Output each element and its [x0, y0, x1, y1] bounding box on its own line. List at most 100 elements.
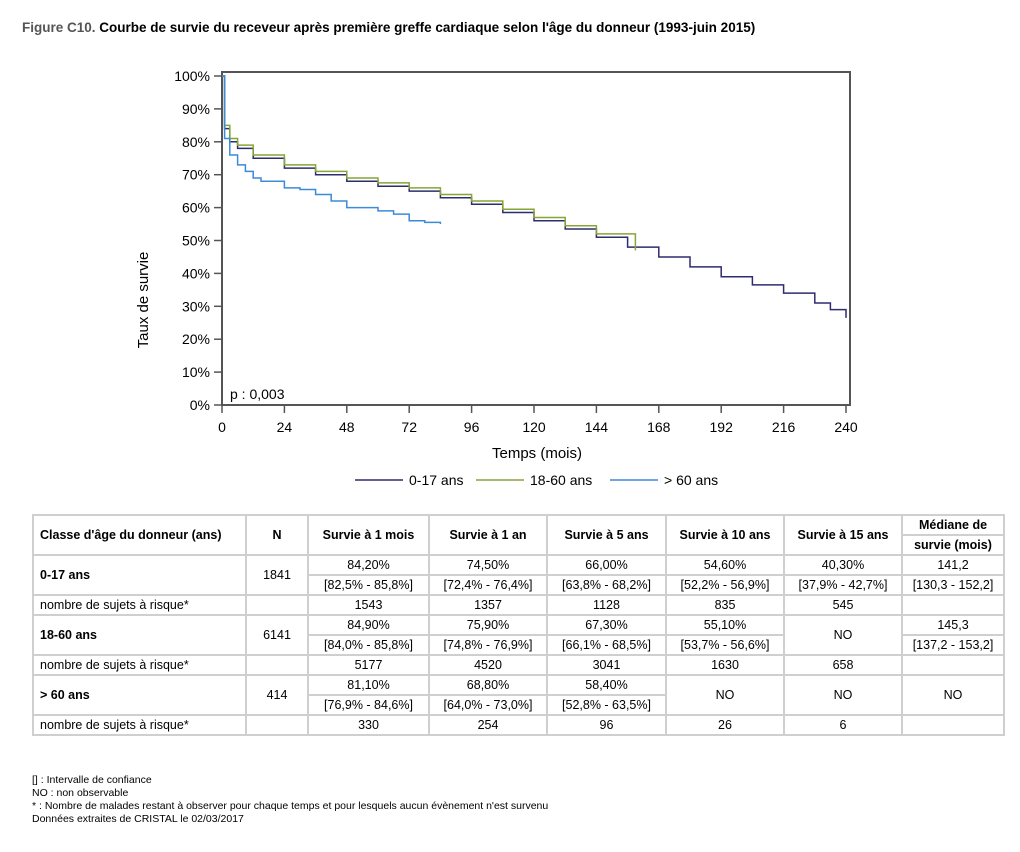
header-cell: Survie à 1 an: [428, 514, 548, 556]
header-cell: Survie à 1 mois: [307, 514, 430, 556]
header-cell: Survie à 15 ans: [783, 514, 903, 556]
y-tick-label: 40%: [182, 265, 210, 281]
note-risk: * : Nombre de malades restant à observer…: [32, 800, 549, 812]
group-label: > 60 ans: [32, 674, 247, 716]
ci-cell: [137,2 - 153,2]: [901, 634, 1005, 656]
x-tick-label: 120: [522, 419, 546, 435]
risk-cell: 658: [783, 654, 903, 676]
ci-cell: [130,3 - 152,2]: [901, 574, 1005, 596]
value-cell: 54,60%: [665, 554, 785, 576]
ci-cell: [66,1% - 68,5%]: [546, 634, 667, 656]
risk-cell: 835: [665, 594, 785, 616]
ci-cell: [74,8% - 76,9%]: [428, 634, 548, 656]
figure-title: Figure C10. Courbe de survie du receveur…: [22, 20, 755, 35]
value-cell: NO: [783, 614, 903, 656]
risk-row: nombre de sujets à risque* 5177 4520 3041 16…: [32, 654, 1005, 676]
group-label: 18-60 ans: [32, 614, 247, 656]
legend-label: 18-60 ans: [530, 472, 592, 488]
header-cell: Survie à 5 ans: [546, 514, 667, 556]
x-tick-label: 72: [401, 419, 417, 435]
risk-cell: 545: [783, 594, 903, 616]
risk-cell: 4520: [428, 654, 548, 676]
group-n: 1841: [245, 554, 309, 596]
value-cell: 81,10%: [307, 674, 430, 696]
risk-label: nombre de sujets à risque*: [32, 594, 247, 616]
header-cell: Classe d'âge du donneur (ans): [32, 514, 247, 556]
series-line-2: [222, 75, 442, 225]
y-tick-label: 100%: [174, 68, 210, 84]
footnotes: [] : Intervalle de confiance NO : non ob…: [32, 774, 548, 826]
value-cell: NO: [901, 674, 1005, 716]
group-n: 414: [245, 674, 309, 716]
group-label: 0-17 ans: [32, 554, 247, 596]
y-tick-label: 20%: [182, 331, 210, 347]
y-tick-label: 10%: [182, 364, 210, 380]
risk-cell: 330: [307, 714, 430, 736]
x-axis: 0 24 48 72 96 120 144 168 192 216 240: [218, 405, 858, 435]
risk-cell: 1128: [546, 594, 667, 616]
header-cell: survie (mois): [901, 534, 1005, 556]
value-cell: 75,90%: [428, 614, 548, 636]
legend: 0-17 ans 18-60 ans > 60 ans: [355, 472, 718, 488]
risk-cell: 5177: [307, 654, 430, 676]
x-tick-label: 144: [585, 419, 609, 435]
ci-cell: [72,4% - 76,4%]: [428, 574, 548, 596]
value-cell: 66,00%: [546, 554, 667, 576]
ci-cell: [53,7% - 56,6%]: [665, 634, 785, 656]
value-cell: 68,80%: [428, 674, 548, 696]
table-row: [82,5% - 85,8%] [72,4% - 76,4%] [63,8% - 6…: [33, 574, 1005, 596]
table-header-row: Classe d'âge du donneur (ans) N Survie à 1…: [32, 514, 1005, 556]
y-tick-label: 80%: [182, 134, 210, 150]
x-tick-label: 0: [218, 419, 226, 435]
table-row: 0-17 ans 1841 84,20% 74,50% 66,00% 54,60% 40,3…: [32, 554, 1005, 596]
survival-chart: 0% 10% 20% 30% 40% 50% 60% 70% 80% 90% 100% 0 24 48 7…: [135, 68, 858, 488]
x-tick-label: 48: [339, 419, 355, 435]
y-axis: 0% 10% 20% 30% 40% 50% 60% 70% 80% 90% 100%: [174, 68, 222, 413]
value-cell: 55,10%: [665, 614, 785, 636]
note-no: NO : non observable: [32, 787, 129, 799]
risk-cell: [901, 714, 1005, 736]
p-value-annotation: p : 0,003: [230, 386, 285, 402]
risk-cell: [901, 654, 1005, 676]
table-row: [76,9% - 84,6%] [64,0% - 73,0%] [52,8% - 6…: [33, 694, 1004, 716]
ci-cell: [84,0% - 85,8%]: [307, 634, 430, 656]
risk-label: nombre de sujets à risque*: [32, 654, 247, 676]
x-tick-label: 240: [834, 419, 858, 435]
figure-label: Figure C10.: [22, 20, 96, 35]
header-cell: Médiane de: [901, 514, 1005, 536]
risk-cell: [901, 594, 1005, 616]
series-line-0: [222, 75, 847, 318]
ci-cell: [82,5% - 85,8%]: [307, 574, 430, 596]
risk-cell: 1357: [428, 594, 548, 616]
note-ci: [] : Intervalle de confiance: [32, 774, 152, 786]
legend-label: 0-17 ans: [409, 472, 463, 488]
figure-title-text: Courbe de survie du receveur après premi…: [95, 20, 756, 35]
value-cell: 84,20%: [307, 554, 430, 576]
risk-n-empty: [245, 654, 309, 676]
y-tick-label: 0%: [190, 397, 210, 413]
value-cell: 141,2: [901, 554, 1005, 576]
risk-cell: 1543: [307, 594, 430, 616]
value-cell: NO: [665, 674, 785, 716]
y-tick-label: 70%: [182, 167, 210, 183]
value-cell: 40,30%: [783, 554, 903, 576]
y-axis-label: Taux de survie: [135, 252, 152, 349]
risk-cell: 6: [783, 714, 903, 736]
note-source: Données extraites de CRISTAL le 02/03/20…: [32, 813, 244, 825]
ci-cell: [52,2% - 56,9%]: [665, 574, 785, 596]
risk-cell: 3041: [546, 654, 667, 676]
group-n: 6141: [245, 614, 309, 656]
value-cell: 58,40%: [546, 674, 667, 696]
ci-cell: [52,8% - 63,5%]: [546, 694, 667, 716]
y-tick-label: 50%: [182, 233, 210, 249]
risk-row: nombre de sujets à risque* 330 254 96 26 6: [32, 714, 1005, 736]
x-tick-label: 24: [277, 419, 293, 435]
risk-cell: 96: [546, 714, 667, 736]
value-cell: 84,90%: [307, 614, 430, 636]
x-tick-label: 168: [647, 419, 671, 435]
table-row: [84,0% - 85,8%] [74,8% - 76,9%] [66,1% - 6…: [33, 634, 1005, 656]
table-row: 18-60 ans 6141 84,90% 75,90% 67,30% 55,10% NO 1…: [32, 614, 1005, 656]
ci-cell: [63,8% - 68,2%]: [546, 574, 667, 596]
y-tick-label: 90%: [182, 101, 210, 117]
value-cell: NO: [783, 674, 903, 716]
